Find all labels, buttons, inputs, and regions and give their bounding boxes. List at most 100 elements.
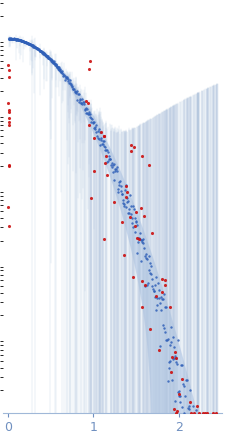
Point [115,163,118,170]
Point [41,49,44,56]
Point [37,46,40,53]
Point [146,279,150,286]
Point [72,86,76,93]
Point [23,38,26,45]
Point [112,198,116,205]
Point [188,387,192,394]
Point [166,336,169,343]
Point [19,37,22,44]
Point [44,52,48,59]
Point [20,38,24,45]
Point [62,72,66,79]
Point [160,288,164,295]
Point [58,67,62,74]
Point [188,402,191,409]
Point [126,209,130,216]
Point [116,189,119,196]
Point [135,222,139,229]
Point [129,141,133,148]
Point [45,52,48,59]
Point [56,66,60,73]
Point [7,114,11,121]
Point [32,43,36,50]
Point [52,60,56,67]
Point [33,44,36,51]
Point [74,88,78,95]
Point [147,266,151,273]
Point [42,50,46,57]
Point [194,406,198,413]
Point [82,101,86,108]
Point [187,405,190,412]
Point [20,37,23,44]
Point [43,50,46,57]
Point [11,35,14,42]
Point [119,182,123,189]
Point [101,137,104,144]
Point [102,133,106,140]
Point [183,393,187,400]
Point [50,58,53,65]
Point [16,36,20,43]
Point [144,282,147,289]
Point [83,106,87,113]
Point [71,85,75,92]
Point [32,43,36,50]
Point [85,97,88,104]
Point [124,203,127,210]
Point [179,399,182,406]
Point [39,48,43,55]
Point [133,215,136,222]
Point [105,171,109,178]
Point [38,48,41,55]
Point [112,161,116,168]
Point [60,69,63,76]
Point [106,157,109,164]
Point [175,409,178,416]
Point [65,75,69,82]
Point [135,250,139,257]
Point [132,274,135,281]
Point [45,53,49,60]
Point [97,135,101,142]
Point [30,42,34,49]
Point [7,99,10,106]
Point [85,106,89,113]
Point [52,58,55,65]
Point [110,160,114,167]
Point [141,236,145,243]
Point [88,111,92,118]
Point [149,271,153,278]
Point [184,377,188,384]
Point [105,158,109,165]
Point [49,55,52,62]
Point [160,306,163,313]
Point [155,307,158,314]
Point [99,128,102,135]
Point [43,51,47,58]
Point [177,387,180,394]
Point [142,213,146,220]
Point [103,143,107,150]
Point [57,66,61,73]
Point [124,182,128,189]
Point [41,50,45,57]
Point [44,52,47,59]
Point [168,357,172,364]
Point [72,86,75,93]
Point [58,66,62,73]
Point [89,194,92,201]
Point [9,35,13,42]
Point [130,215,134,222]
Point [13,36,17,43]
Point [104,147,108,154]
Point [173,398,177,405]
Point [149,263,153,270]
Point [31,42,35,49]
Point [23,39,27,46]
Point [164,304,168,311]
Point [33,44,37,51]
Point [92,134,96,141]
Point [144,254,148,261]
Point [34,45,38,52]
